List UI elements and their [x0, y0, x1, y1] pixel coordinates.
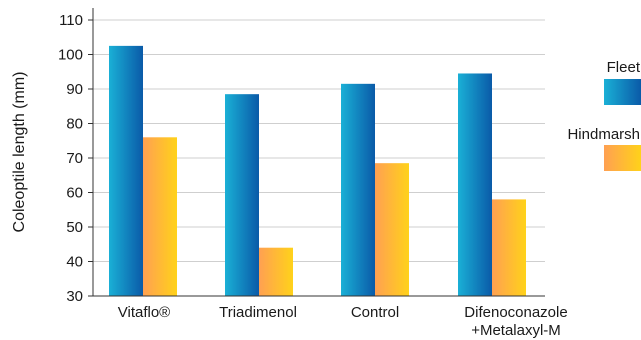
bar-hindmarsh-2 [375, 163, 409, 296]
y-ticks: 30 40 50 60 70 80 90 100 110 [58, 12, 93, 305]
x-category-label: Vitaflo® [118, 304, 170, 321]
bar-hindmarsh-3 [492, 199, 526, 296]
y-tick-label: 40 [66, 254, 83, 271]
y-tick-label: 80 [66, 116, 83, 133]
bar-fleet-0 [109, 45, 143, 296]
y-tick-label: 110 [59, 12, 83, 29]
bar-fleet-3 [458, 73, 492, 296]
x-category-label: Triadimenol [219, 304, 297, 321]
y-axis-title: Coleoptile length (mm) [11, 72, 28, 233]
bar-fleet-2 [341, 83, 375, 296]
x-category-label: Difenoconazole +Metalaxyl-M [464, 304, 567, 339]
legend-label-hindmarsh: Hindmarsh [567, 126, 640, 143]
legend-swatch-hindmarsh [604, 145, 641, 171]
y-tick-label: 90 [66, 81, 83, 98]
y-tick-label: 50 [66, 219, 83, 236]
bar-fleet-1 [225, 94, 259, 296]
y-tick-label: 70 [66, 150, 83, 167]
bars-group [109, 45, 526, 296]
axes [92, 8, 545, 297]
legend: Fleet Hindmarsh [567, 59, 641, 171]
x-category-labels: Vitaflo® Triadimenol Control Difenoconazole… [118, 304, 568, 339]
legend-label-fleet: Fleet [607, 59, 641, 76]
legend-swatch-fleet [604, 79, 641, 105]
y-tick-label: 100 [58, 47, 83, 64]
bar-hindmarsh-1 [259, 247, 293, 296]
y-tick-label: 30 [66, 288, 83, 305]
y-tick-label: 60 [66, 185, 83, 202]
bar-hindmarsh-0 [143, 137, 177, 296]
x-category-label: Control [351, 304, 399, 321]
